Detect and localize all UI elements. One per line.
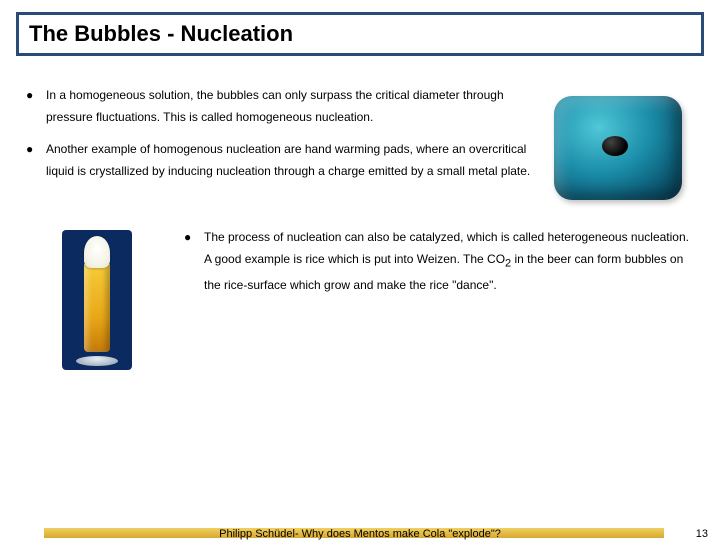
upper-image-column	[548, 84, 698, 208]
lower-image-column	[22, 226, 172, 370]
hand-warmer-image	[548, 88, 688, 208]
beer-foam-icon	[84, 236, 110, 268]
footer-text: Philipp Schüdel- Why does Mentos make Co…	[0, 528, 720, 540]
bullet-marker-icon: ●	[22, 84, 46, 128]
upper-text-column: ● In a homogeneous solution, the bubbles…	[22, 84, 548, 192]
bullet-marker-icon: ●	[180, 226, 204, 296]
footer-area: Philipp Schüdel- Why does Mentos make Co…	[0, 524, 720, 552]
lower-text-column: ● The process of nucleation can also be …	[172, 226, 698, 306]
beer-liquid-icon	[84, 264, 110, 352]
upper-section: ● In a homogeneous solution, the bubbles…	[22, 84, 698, 208]
hand-warmer-disc-icon	[602, 136, 628, 156]
beer-glass-image	[62, 230, 132, 370]
bullet-1: ● In a homogeneous solution, the bubbles…	[22, 84, 538, 128]
bullet-marker-icon: ●	[22, 138, 46, 182]
bullet-2-text: Another example of homogenous nucleation…	[46, 138, 538, 182]
content-area: ● In a homogeneous solution, the bubbles…	[0, 56, 720, 370]
beer-base-icon	[76, 356, 118, 366]
bullet-2: ● Another example of homogenous nucleati…	[22, 138, 538, 182]
slide-title: The Bubbles - Nucleation	[29, 21, 691, 47]
bullet-1-text: In a homogeneous solution, the bubbles c…	[46, 84, 538, 128]
title-bar: The Bubbles - Nucleation	[16, 12, 704, 56]
bullet-3: ● The process of nucleation can also be …	[180, 226, 698, 296]
lower-section: ● The process of nucleation can also be …	[22, 226, 698, 370]
page-number: 13	[696, 528, 708, 540]
bullet-3-text: The process of nucleation can also be ca…	[204, 226, 698, 296]
